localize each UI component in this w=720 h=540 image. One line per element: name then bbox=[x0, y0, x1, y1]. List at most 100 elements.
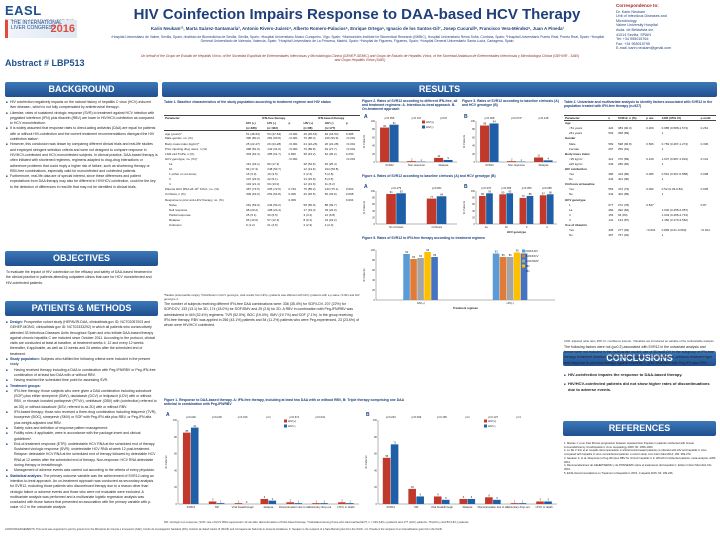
table2-cell: 419 (86) bbox=[617, 172, 630, 177]
correspondence-line: 41014 Sevilla, SPAIN bbox=[616, 32, 651, 37]
section-objectives: OBJECTIVES bbox=[5, 251, 158, 266]
table1-cell: 26 (24-28) bbox=[324, 141, 339, 146]
table1-cell: 40 (45.5) bbox=[303, 192, 316, 197]
table1-cell: 398 (81.9) bbox=[246, 146, 260, 151]
table1-subcol: (n=88) bbox=[302, 125, 324, 132]
x-tick-label: NR bbox=[414, 505, 418, 509]
y-axis-label: % Patients bbox=[462, 200, 466, 214]
bar bbox=[486, 193, 493, 224]
table2-cell: 486 bbox=[608, 172, 614, 177]
correspondence-line: Valme University Hospital bbox=[616, 23, 658, 28]
p-value-label: p=1 bbox=[266, 415, 271, 419]
table1-cell: 0.385 bbox=[345, 131, 354, 136]
methods-text: The primary outcome variable was the ach… bbox=[10, 473, 154, 510]
table2-cell: 3 bbox=[569, 212, 571, 217]
bar bbox=[346, 503, 354, 504]
p-value-label: p=0.031 bbox=[315, 415, 325, 419]
bar bbox=[417, 258, 424, 300]
table1-cell: <0.001 bbox=[345, 156, 356, 161]
legend-label: 2D bbox=[526, 269, 530, 273]
table1-cell: 357 (73.5) bbox=[246, 187, 260, 192]
table1-cell: 25 (5.1) bbox=[246, 212, 257, 217]
table2-cell: Female bbox=[569, 146, 580, 151]
bar-value-label: 9 bbox=[420, 493, 422, 497]
y-tick-label: 20 bbox=[372, 215, 375, 219]
y-tick-label: 40 bbox=[472, 144, 475, 148]
table2-row: 1a 484 392 (82) 1.030 (0.458-2.057) bbox=[564, 207, 716, 212]
bar-value-label: 1 bbox=[315, 499, 317, 503]
p-value-label: p=0.671 bbox=[289, 415, 299, 419]
table2-row: Gender bbox=[564, 136, 716, 141]
bar-value-label: 6 bbox=[264, 495, 266, 499]
legend-label: HIV(+) bbox=[288, 419, 296, 423]
y-tick-label: 60 bbox=[174, 452, 177, 456]
table2-cell: 1 bbox=[661, 131, 664, 136]
bar-value-label: 93 bbox=[495, 250, 498, 254]
bar bbox=[536, 501, 544, 504]
easl-logo: EASL EUROPEAN ASSOCIATION FOR THE STUDY … bbox=[5, 3, 77, 39]
bar bbox=[513, 252, 521, 300]
table2-row: ≥51 years 503 368 (89) 1 bbox=[564, 131, 716, 136]
x-tick-label: 4 bbox=[546, 225, 548, 229]
table1-cell: HCV genotype, no. (%)† bbox=[165, 156, 198, 161]
bar-value-label: 87 bbox=[542, 191, 545, 195]
y-tick-label: 80 bbox=[174, 435, 177, 439]
table1-cell: <0.001 bbox=[288, 131, 298, 136]
table1-cell: 5 (2.8) bbox=[324, 172, 334, 177]
table1-cell: 253 (54.8) bbox=[267, 192, 281, 197]
table1-cell: 38 (43.2) bbox=[303, 151, 316, 156]
bar-value-label: 4 bbox=[547, 157, 549, 161]
bar-value-label: 93 bbox=[508, 190, 511, 194]
figure1-caption: Figure 1. Response to DAA-based therapy.… bbox=[164, 398, 404, 407]
table1-cell: 12 (13.6) bbox=[303, 182, 316, 187]
methods-bullet: Design: Prospective cohort study (HEPAVI… bbox=[6, 320, 158, 357]
correspondence-heading: Correspondence to: bbox=[616, 3, 659, 8]
bar-value-label: 85 bbox=[185, 429, 188, 433]
poster-title: HIV Coinfection Impairs Response to DAA-… bbox=[133, 6, 581, 23]
table2-cell: 0.002 bbox=[646, 187, 654, 192]
bar bbox=[543, 160, 553, 162]
table2-cell: 1 bbox=[661, 177, 664, 182]
table2-col: AOR (95% CI) bbox=[660, 114, 700, 122]
table1-cell: 42 (9.1) bbox=[267, 177, 278, 182]
table1-cell: 14 (15.9) bbox=[303, 177, 316, 182]
legend-swatch bbox=[484, 424, 487, 428]
methods-bullet: IFN-based therapy: those who received a … bbox=[6, 410, 158, 426]
table2-cell: 0.101 bbox=[700, 156, 709, 161]
conclusion-bullet: HIV-coinfection impairs the response to … bbox=[564, 372, 716, 378]
table2-cell: 444 bbox=[608, 177, 614, 182]
table1-cell: Unknown bbox=[169, 223, 182, 228]
correspondence: Correspondence to: Dr. Karin Neukam Unit … bbox=[616, 3, 716, 51]
table1-cell: 309 (63.6) bbox=[246, 192, 260, 197]
table1-caption: Table 1. Baseline characteristics of the… bbox=[164, 100, 331, 104]
p-value-label: p=0.179 bbox=[391, 186, 401, 190]
bar-value-label: 3 bbox=[212, 498, 214, 502]
table2-cell: 1 bbox=[661, 146, 664, 151]
bar bbox=[510, 503, 519, 504]
table1-cell: Relapse bbox=[169, 217, 181, 222]
methods-bullet: Futility rules: if applicable, were in a… bbox=[6, 431, 158, 442]
bar-value-label: 1 bbox=[514, 499, 516, 503]
y-axis-label: % Patients bbox=[462, 134, 466, 148]
table1-cell: 161 (33.1) bbox=[246, 161, 260, 166]
bar-value-label: 3 bbox=[547, 498, 549, 502]
table1-cell: Body mass index (kg/m²)* bbox=[165, 141, 200, 146]
legend-swatch bbox=[522, 254, 525, 258]
p-value-label: p=1 bbox=[465, 415, 470, 419]
table1-cell: 104 (21.4) bbox=[246, 182, 260, 187]
correspondence-line: Dr. Karin Neukam bbox=[616, 9, 646, 14]
bar bbox=[534, 157, 544, 162]
correspondence-line: Tel: +34 955015764 bbox=[616, 37, 649, 42]
table1-note: *Median (interquartile range); †Distribu… bbox=[164, 293, 360, 301]
y-tick-label: 100 bbox=[371, 189, 376, 193]
table1-cell: Prior injecting drug users, n (%) bbox=[165, 146, 208, 151]
reference-item: 5. EASL Recommendations on Treatment of … bbox=[564, 471, 674, 475]
table1-cell: 60 (13.0) bbox=[267, 182, 280, 187]
bar bbox=[434, 157, 444, 162]
table2-cell: 1.450 (0.179-3.552) bbox=[661, 217, 689, 222]
table1-cell: <0.001 bbox=[345, 141, 356, 146]
chart-title: B bbox=[366, 412, 370, 418]
x-tick-label: No cirrhosis bbox=[389, 225, 404, 229]
bar-value-label: 84 bbox=[383, 124, 386, 128]
